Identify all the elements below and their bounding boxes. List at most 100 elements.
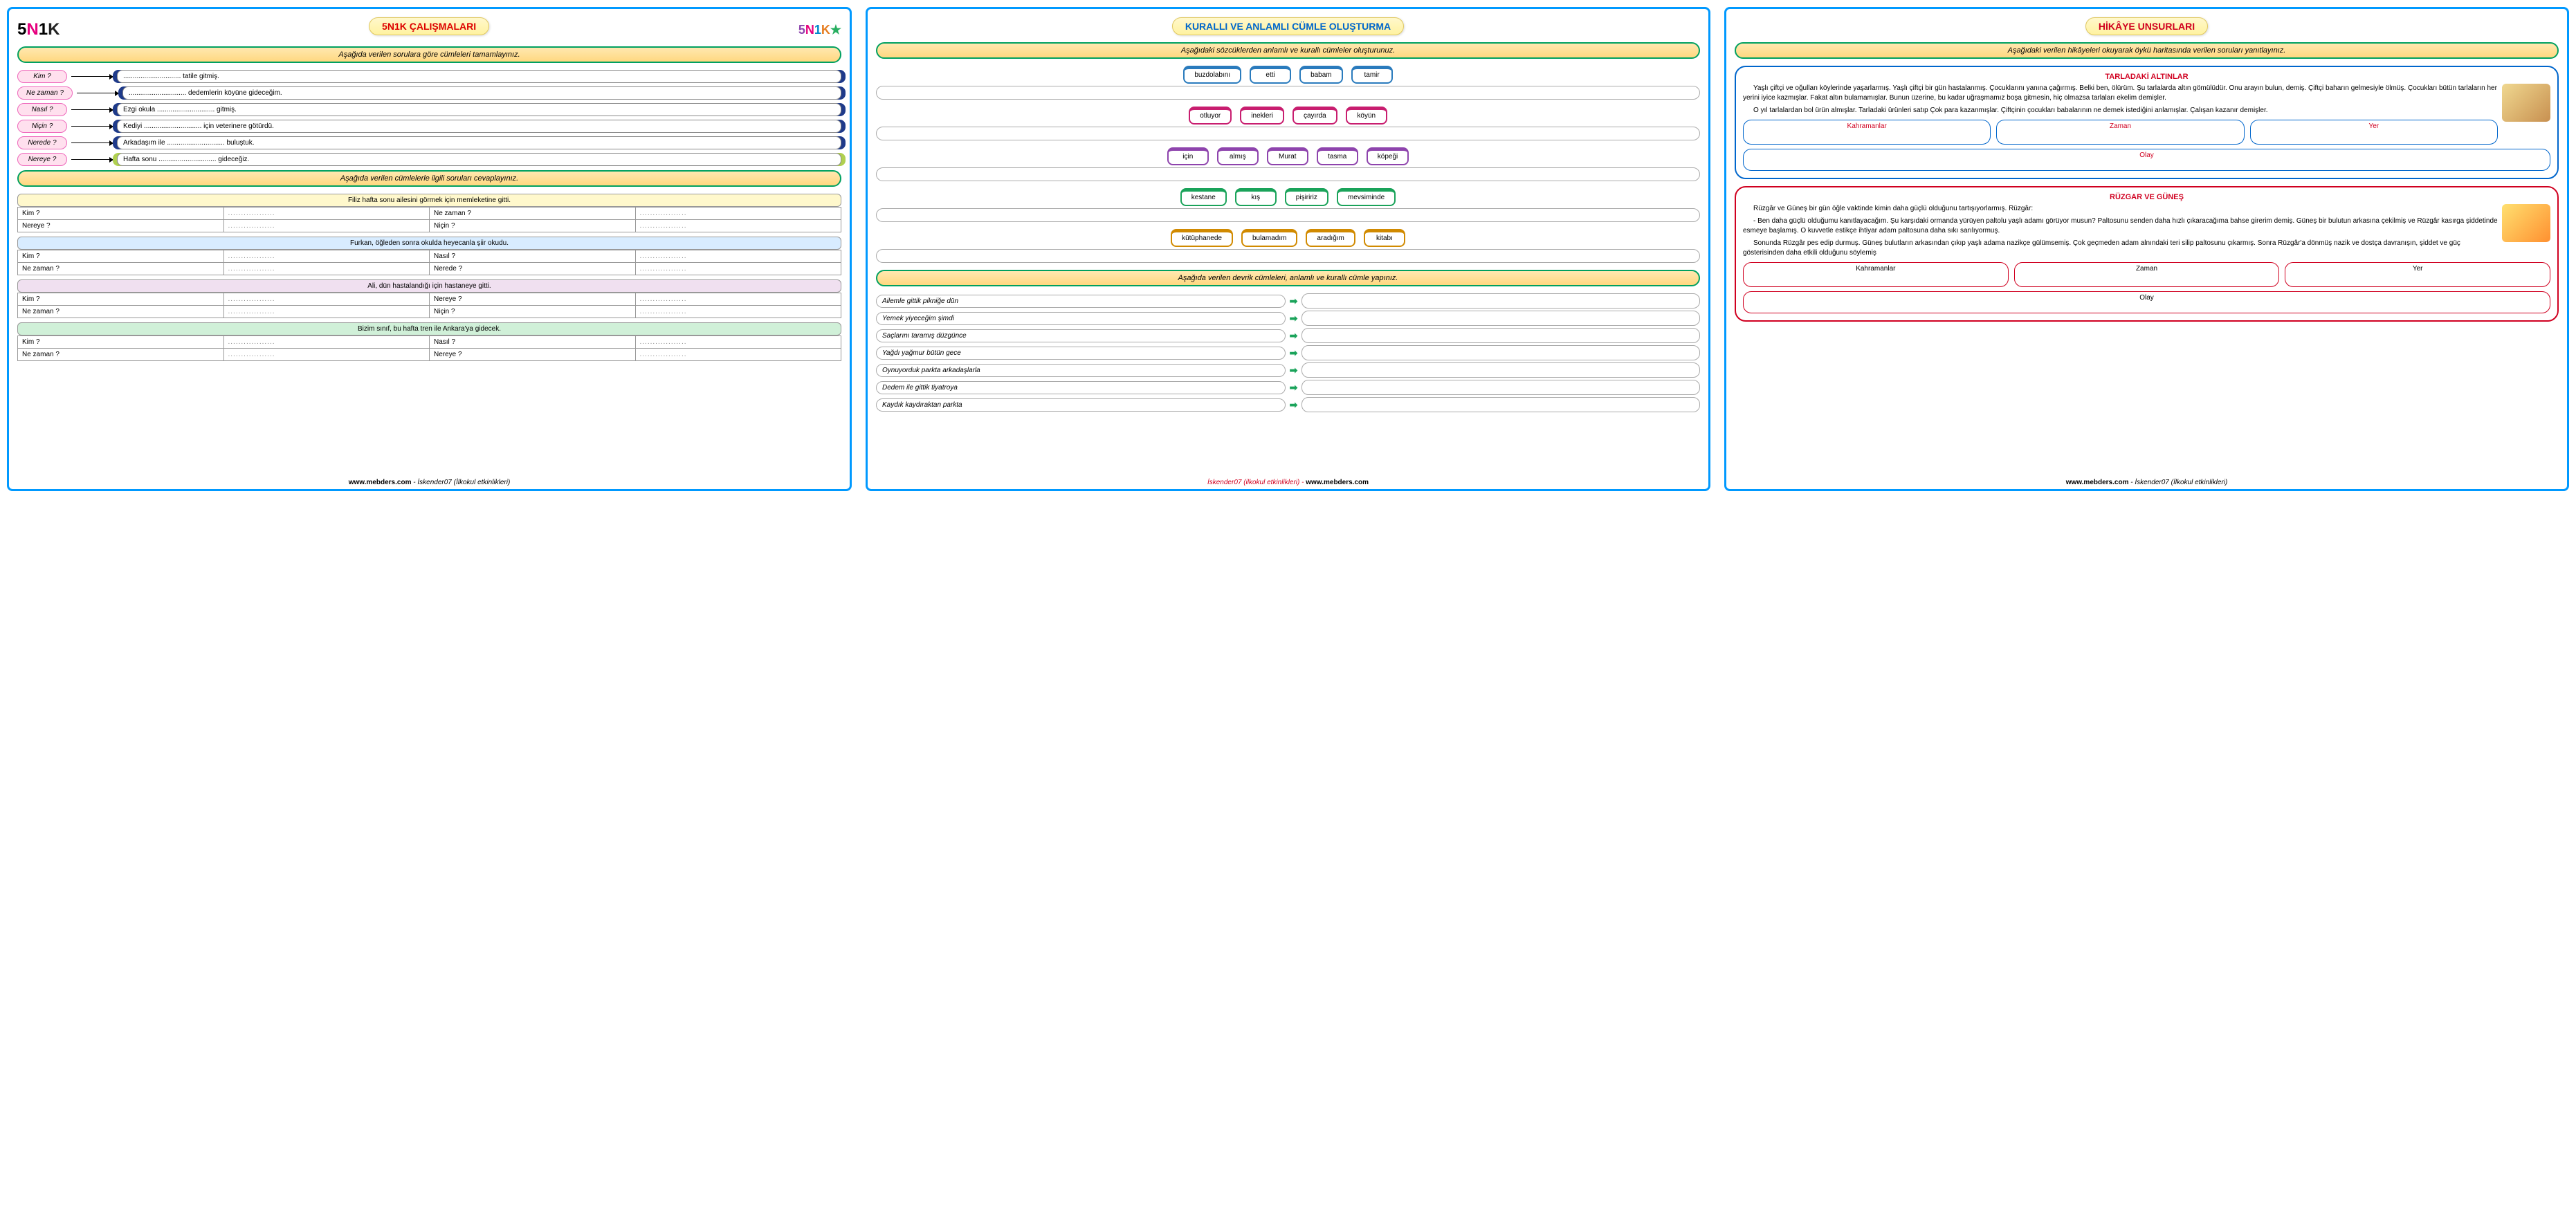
story2-p3: Sonunda Rüzgâr pes edip durmuş. Güneş bu… <box>1743 239 2550 258</box>
table-ans[interactable]: .................. <box>223 349 430 361</box>
arrow-icon <box>71 109 113 110</box>
table-ans[interactable]: .................. <box>223 263 430 275</box>
devrik-row: Yağdı yağmur bütün gece ➡ <box>876 345 1700 360</box>
table-ans[interactable]: .................. <box>223 293 430 306</box>
word-box: köyün <box>1346 107 1387 125</box>
answer-line[interactable] <box>876 167 1700 181</box>
table-ans[interactable]: .................. <box>635 293 841 306</box>
arrow-right-icon: ➡ <box>1290 347 1298 359</box>
devrik-target[interactable] <box>1301 311 1700 326</box>
devrik-source: Yemek yiyeceğim şimdi <box>876 312 1286 325</box>
story-2: RÜZGAR VE GÜNEŞ Rüzgâr ve Güneş bir gün … <box>1735 186 2559 322</box>
page-3: HİKÂYE UNSURLARI Aşağıdaki verilen hikây… <box>1724 7 2569 491</box>
word-box: kitabı <box>1364 229 1405 247</box>
devrik-target[interactable] <box>1301 293 1700 309</box>
table-q: Ne zaman ? <box>18 306 224 318</box>
devrik-row: Saçlarını taramış düzgünce ➡ <box>876 328 1700 343</box>
map-zaman[interactable]: Zaman <box>1996 120 2244 145</box>
answer-line[interactable] <box>876 249 1700 263</box>
table-q: Kim ? <box>18 250 224 263</box>
table-ans[interactable]: .................. <box>635 220 841 232</box>
map-kahramanlar[interactable]: Kahramanlar <box>1743 262 2009 287</box>
map-yer[interactable]: Yer <box>2285 262 2550 287</box>
answer-box[interactable]: Ezgi okula .............................… <box>117 103 841 116</box>
word-row: buzdolabınıettibabamtamir <box>876 66 1700 84</box>
devrik-target[interactable] <box>1301 362 1700 378</box>
word-box: pişiririz <box>1285 188 1328 206</box>
devrik-target[interactable] <box>1301 397 1700 412</box>
answer-table: Kim ?..................Nasıl ?..........… <box>17 250 841 275</box>
table-ans[interactable]: .................. <box>635 263 841 275</box>
page3-instr: Aşağıdaki verilen hikâyeleri okuyarak öy… <box>1735 42 2559 59</box>
table-q: Nasıl ? <box>430 336 636 349</box>
map-kahramanlar[interactable]: Kahramanlar <box>1743 120 1991 145</box>
devrik-list: Ailemle gittik pikniğe dün ➡ Yemek yiyec… <box>876 293 1700 412</box>
question-row: Nerede ? Arkadaşım ile .................… <box>17 136 841 149</box>
question-row: Ne zaman ? .............................… <box>17 86 841 100</box>
word-row: kestanekışpişiririzmevsiminde <box>876 188 1700 206</box>
word-box: inekleri <box>1240 107 1284 125</box>
question-row: Nasıl ? Ezgi okula .....................… <box>17 103 841 116</box>
question-bubble: Kim ? <box>17 70 67 83</box>
story1-body: Yaşlı çiftçi ve oğulları köylerinde yaşa… <box>1743 84 2550 116</box>
answer-box[interactable]: Hafta sonu .............................… <box>117 153 841 166</box>
table-ans[interactable]: .................. <box>635 250 841 263</box>
answer-table: Kim ?..................Nereye ?.........… <box>17 293 841 318</box>
table-q: Kim ? <box>18 293 224 306</box>
arrow-right-icon: ➡ <box>1290 313 1298 324</box>
arrow-right-icon: ➡ <box>1290 382 1298 394</box>
word-box: köpeği <box>1367 147 1409 165</box>
story1-image <box>2502 84 2550 122</box>
devrik-row: Dedem ile gittik tiyatroya ➡ <box>876 380 1700 395</box>
devrik-source: Kaydık kaydıraktan parkta <box>876 398 1286 412</box>
sentence-header: Bizim sınıf, bu hafta tren ile Ankara'ya… <box>17 322 841 335</box>
arrow-icon <box>71 76 113 77</box>
map-olay[interactable]: Olay <box>1743 291 2550 313</box>
page3-title: HİKÂYE UNSURLARI <box>2085 17 2208 35</box>
devrik-target[interactable] <box>1301 380 1700 395</box>
arrow-right-icon: ➡ <box>1290 330 1298 342</box>
answer-line[interactable] <box>876 86 1700 100</box>
table-ans[interactable]: .................. <box>223 336 430 349</box>
page2-footer: İskender07 (ilkokul etkinlikleri) - www.… <box>868 479 1708 486</box>
word-box: tasma <box>1317 147 1358 165</box>
question-row: Kim ? .............................. tat… <box>17 70 841 83</box>
devrik-row: Kaydık kaydıraktan parkta ➡ <box>876 397 1700 412</box>
table-ans[interactable]: .................. <box>223 220 430 232</box>
table-ans[interactable]: .................. <box>635 208 841 220</box>
arrow-right-icon: ➡ <box>1290 365 1298 376</box>
word-box: babam <box>1299 66 1343 84</box>
devrik-target[interactable] <box>1301 328 1700 343</box>
table-q: Ne zaman ? <box>18 349 224 361</box>
table-ans[interactable]: .................. <box>635 336 841 349</box>
devrik-source: Yağdı yağmur bütün gece <box>876 347 1286 360</box>
answer-line[interactable] <box>876 208 1700 222</box>
table-ans[interactable]: .................. <box>223 306 430 318</box>
word-box: buzdolabını <box>1183 66 1241 84</box>
devrik-row: Yemek yiyeceğim şimdi ➡ <box>876 311 1700 326</box>
answer-line[interactable] <box>876 127 1700 140</box>
devrik-target[interactable] <box>1301 345 1700 360</box>
table-ans[interactable]: .................. <box>635 306 841 318</box>
table-ans[interactable]: .................. <box>223 250 430 263</box>
answer-box[interactable]: .............................. dedemleri… <box>122 86 841 100</box>
arrow-icon <box>71 142 113 143</box>
table-ans[interactable]: .................. <box>635 349 841 361</box>
page-2: KURALLI VE ANLAMLI CÜMLE OLUŞTURMA Aşağı… <box>866 7 1710 491</box>
question-tables: Filiz hafta sonu ailesini görmek için me… <box>17 194 841 361</box>
logo-5n1k-right: 5N1K★ <box>798 23 841 37</box>
answer-box[interactable]: Kediyi .............................. iç… <box>117 120 841 133</box>
map-zaman[interactable]: Zaman <box>2014 262 2280 287</box>
map-yer[interactable]: Yer <box>2250 120 2498 145</box>
table-ans[interactable]: .................. <box>223 208 430 220</box>
page1-instr2: Aşağıda verilen cümlelerle ilgili sorula… <box>17 170 841 187</box>
answer-box[interactable]: .............................. tatile gi… <box>117 70 841 83</box>
answer-box[interactable]: Arkadaşım ile ..........................… <box>117 136 841 149</box>
story1-p1: Yaşlı çiftçi ve oğulları köylerinde yaşa… <box>1743 84 2550 103</box>
map-olay[interactable]: Olay <box>1743 149 2550 171</box>
page2-title: KURALLI VE ANLAMLI CÜMLE OLUŞTURMA <box>1172 17 1404 35</box>
page1-instr1: Aşağıda verilen sorulara göre cümleleri … <box>17 46 841 63</box>
arrow-right-icon: ➡ <box>1290 295 1298 307</box>
page2-instr2: Aşağıda verilen devrik cümleleri, anlaml… <box>876 270 1700 286</box>
story-1: TARLADAKİ ALTINLAR Yaşlı çiftçi ve oğull… <box>1735 66 2559 179</box>
